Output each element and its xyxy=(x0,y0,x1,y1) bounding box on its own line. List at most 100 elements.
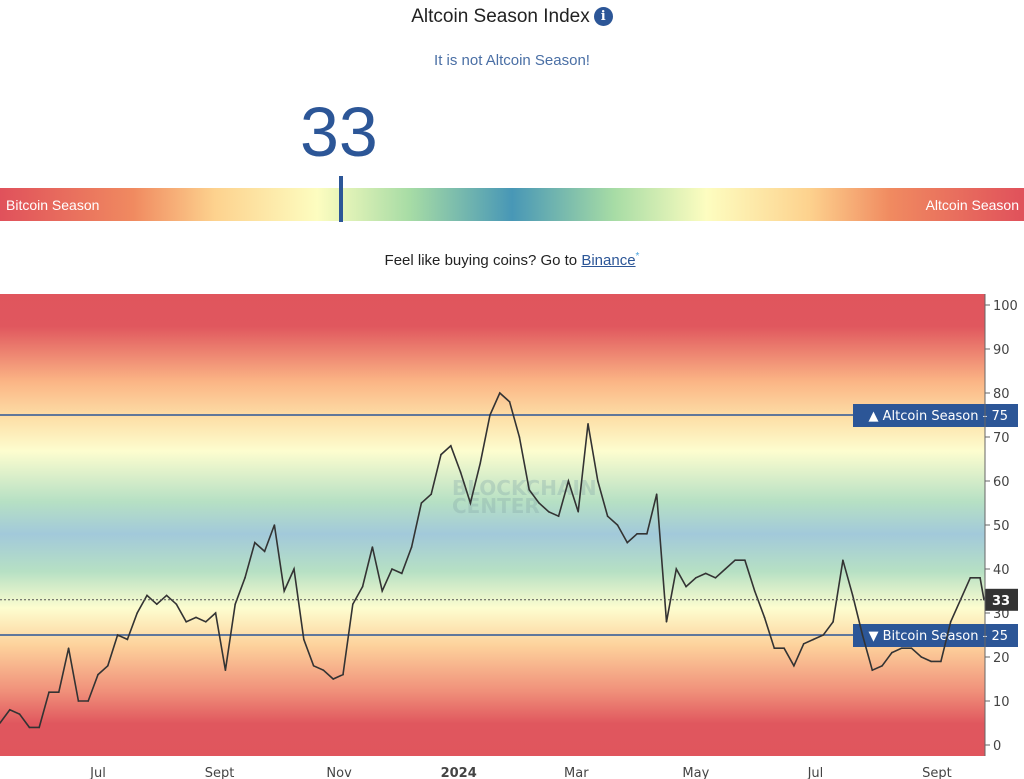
data-point xyxy=(616,524,619,526)
data-point xyxy=(557,515,560,517)
threshold-label-box xyxy=(853,404,1018,427)
data-point xyxy=(861,634,864,636)
data-point xyxy=(518,436,521,438)
data-point xyxy=(900,647,903,649)
data-point xyxy=(587,423,589,425)
data-point xyxy=(577,511,580,513)
data-point xyxy=(234,603,237,605)
data-point xyxy=(0,722,1,724)
data-point xyxy=(165,594,168,597)
data-point xyxy=(567,480,570,482)
promo-text: Feel like buying coins? Go to Binance* xyxy=(384,251,640,269)
data-point xyxy=(58,691,60,693)
threshold-label-box xyxy=(853,624,1018,647)
data-point xyxy=(832,621,834,623)
data-point xyxy=(744,559,746,561)
x-tick-label: Sept xyxy=(922,766,952,779)
x-tick-label: Jul xyxy=(807,766,824,779)
data-point xyxy=(450,445,452,447)
data-point xyxy=(352,603,354,605)
data-point xyxy=(303,638,305,641)
data-point xyxy=(979,577,981,579)
gauge-left-label: Bitcoin Season xyxy=(6,197,100,213)
data-point xyxy=(205,621,207,623)
data-point xyxy=(881,665,883,667)
data-point xyxy=(763,616,766,619)
y-tick-label: 40 xyxy=(993,563,1010,578)
data-point xyxy=(920,656,923,658)
info-icon[interactable]: i xyxy=(593,7,613,26)
data-point xyxy=(597,480,599,482)
gauge-right-label: Altcoin Season xyxy=(925,197,1019,213)
binance-link[interactable]: Binance xyxy=(581,252,636,269)
season-gauge: Bitcoin Season Altcoin Season xyxy=(0,188,1024,221)
data-point xyxy=(146,594,148,597)
data-point xyxy=(116,634,119,636)
data-point xyxy=(665,621,668,623)
data-point xyxy=(675,568,678,570)
data-point xyxy=(842,559,844,561)
watermark: CENTER xyxy=(452,494,540,518)
gauge-marker xyxy=(339,176,343,222)
data-point xyxy=(528,489,531,491)
data-point xyxy=(254,541,256,544)
current-value-box xyxy=(985,588,1018,611)
data-point xyxy=(910,647,913,649)
x-tick-label: 2024 xyxy=(441,766,477,779)
page-title: Altcoin Season Index i xyxy=(0,6,1024,28)
x-tick-label: May xyxy=(682,766,709,779)
data-point xyxy=(940,660,942,663)
y-tick-label: 10 xyxy=(993,695,1010,710)
y-tick-label: 60 xyxy=(993,475,1010,490)
data-point xyxy=(77,700,80,702)
index-line xyxy=(0,391,985,729)
data-point xyxy=(499,392,501,394)
data-point xyxy=(361,585,364,588)
y-tick-label: 20 xyxy=(993,651,1010,666)
y-tick-label: 80 xyxy=(993,387,1010,402)
data-point xyxy=(293,568,295,570)
data-point xyxy=(636,533,638,535)
data-point xyxy=(793,665,795,667)
data-point xyxy=(724,568,727,570)
data-point xyxy=(322,669,325,671)
data-point xyxy=(420,502,423,504)
data-point xyxy=(224,669,227,671)
data-point xyxy=(430,493,433,496)
data-point xyxy=(949,621,952,623)
data-point xyxy=(773,647,776,649)
data-point xyxy=(851,594,854,597)
data-point xyxy=(646,533,648,535)
data-point xyxy=(753,590,756,592)
data-point xyxy=(479,462,482,465)
data-point xyxy=(401,572,403,575)
data-point xyxy=(734,559,736,561)
data-point xyxy=(695,577,697,579)
data-point xyxy=(871,669,874,671)
current-value-label: 33 xyxy=(992,594,1010,609)
data-point xyxy=(930,660,932,663)
data-point xyxy=(283,590,286,592)
data-point xyxy=(714,577,717,579)
index-value: 33 xyxy=(300,93,378,171)
data-point xyxy=(626,541,629,544)
data-point xyxy=(802,643,805,645)
data-point xyxy=(381,590,384,592)
data-point xyxy=(195,616,197,619)
data-point xyxy=(87,700,90,702)
data-point xyxy=(508,401,511,403)
data-point xyxy=(273,524,276,526)
data-point xyxy=(342,673,344,676)
data-point xyxy=(107,665,109,667)
chart-background xyxy=(0,294,985,756)
data-point xyxy=(263,550,266,553)
data-point xyxy=(67,647,70,649)
season-status: It is not Altcoin Season! xyxy=(434,52,590,69)
data-point xyxy=(214,612,217,614)
data-point xyxy=(18,713,21,715)
data-point xyxy=(244,577,246,579)
data-point xyxy=(704,572,707,575)
data-point xyxy=(783,647,785,649)
data-point xyxy=(312,665,315,667)
y-tick-label: 50 xyxy=(993,519,1010,534)
